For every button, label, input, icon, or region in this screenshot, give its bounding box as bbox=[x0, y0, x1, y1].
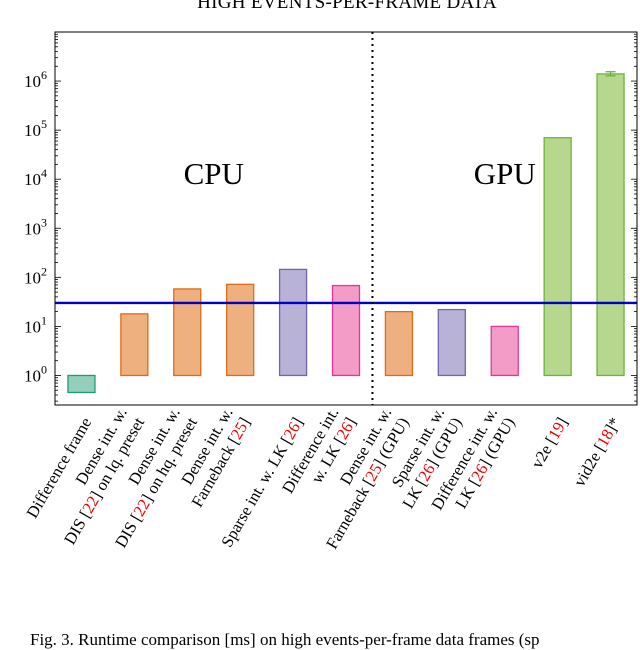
bar bbox=[226, 283, 255, 377]
bar bbox=[437, 308, 466, 377]
y-tick-label: 101 bbox=[24, 313, 47, 336]
y-tick-label: 100 bbox=[24, 362, 47, 385]
bar bbox=[596, 73, 625, 377]
y-tick-label: 104 bbox=[24, 166, 47, 189]
y-tick-label: 103 bbox=[24, 215, 47, 238]
y-tick-label: 105 bbox=[24, 117, 47, 140]
plot-frame bbox=[54, 31, 638, 406]
region-label-cpu: CPU bbox=[184, 156, 244, 191]
figure-caption: Fig. 3. Runtime comparison [ms] on high … bbox=[30, 630, 540, 649]
region-labels: CPU GPU bbox=[184, 156, 536, 191]
x-tick-label: v2e [19] bbox=[527, 414, 571, 472]
bar bbox=[490, 325, 519, 377]
y-tick-label: 102 bbox=[24, 264, 47, 287]
bar bbox=[67, 374, 96, 394]
bar bbox=[331, 284, 361, 377]
bar bbox=[543, 137, 572, 377]
bars bbox=[67, 71, 625, 394]
region-label-gpu: GPU bbox=[474, 156, 536, 191]
bar bbox=[384, 310, 414, 377]
bar bbox=[278, 268, 308, 377]
y-tick-label: 106 bbox=[24, 68, 47, 91]
x-tick-label-line: v2e [19] bbox=[527, 414, 571, 472]
x-tick-label-line: vid2e [18]* bbox=[570, 414, 625, 490]
bar bbox=[120, 313, 149, 377]
chart-title: HIGH EVENTS-PER-FRAME DATA bbox=[197, 0, 497, 13]
x-tick-label: vid2e [18]* bbox=[570, 414, 625, 490]
y-axis: 100 101 102 103 104 105 106 bbox=[24, 31, 637, 402]
